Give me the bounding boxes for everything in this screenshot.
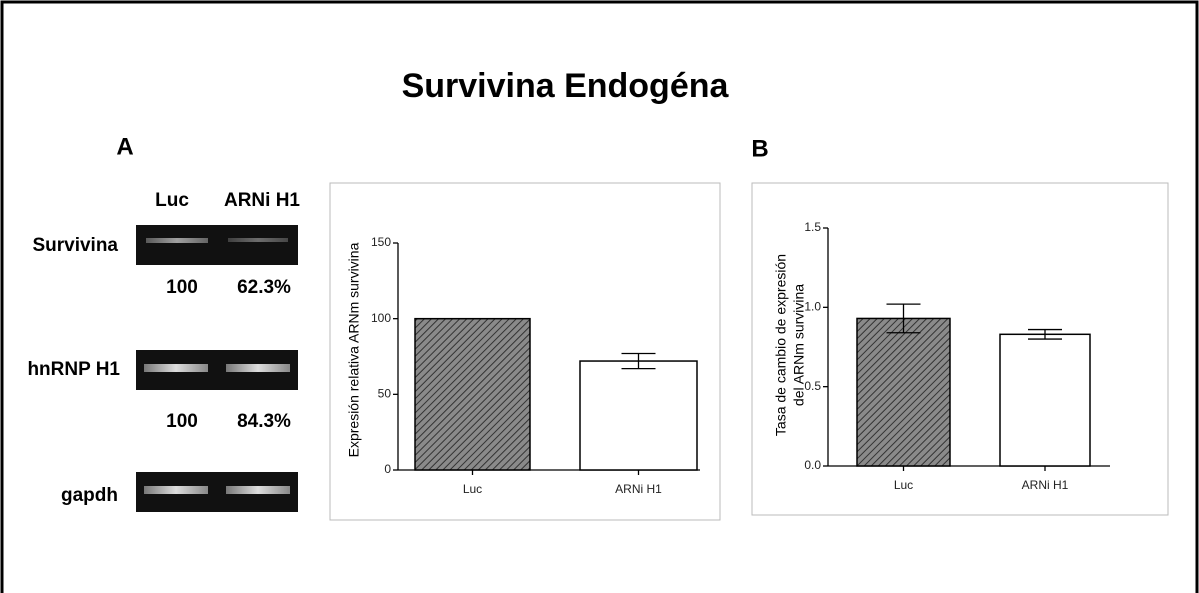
y-tick-label: 100 (371, 311, 391, 325)
gel-quant: 62.3% (237, 277, 291, 298)
x-tick-label: Luc (463, 482, 482, 496)
gel-column: ARNi H1 (224, 190, 300, 211)
y-tick-label: 0.5 (804, 379, 821, 393)
gel-row-label: hnRNP H1 (27, 359, 120, 380)
y-tick-label: 1.5 (804, 220, 821, 234)
panel-label: A (116, 133, 133, 160)
gel-column: Luc (155, 190, 189, 211)
gel-quant: 100 (166, 277, 198, 298)
bar (857, 318, 950, 466)
gel-row-label: gapdh (61, 485, 118, 506)
gel-images (136, 225, 298, 512)
bar (1000, 334, 1090, 466)
x-tick-label: ARNi H1 (615, 482, 662, 496)
y-tick-label: 0 (384, 462, 391, 476)
gel-row-label: Survivina (32, 235, 118, 256)
bar (415, 319, 530, 470)
gel-quant: 84.3% (237, 411, 291, 432)
panel-label: B (751, 135, 768, 162)
y-tick-label: 0.0 (804, 458, 821, 472)
y-tick-label: 1.0 (804, 300, 821, 314)
y-axis-label: Tasa de cambio de expresión (773, 254, 789, 436)
slide: Survivina Endogéna A Luc ARNi H1 Survivi… (0, 0, 1199, 593)
x-tick-label: Luc (894, 478, 913, 492)
y-tick-label: 150 (371, 235, 391, 249)
y-axis-label: Expresión relativa ARNm survivina (346, 242, 362, 457)
y-tick-label: 50 (378, 387, 392, 401)
gel-quant: 100 (166, 411, 198, 432)
x-tick-label: ARNi H1 (1022, 478, 1069, 492)
slide-title: Survivina Endogéna (402, 67, 730, 105)
bar (580, 361, 697, 470)
